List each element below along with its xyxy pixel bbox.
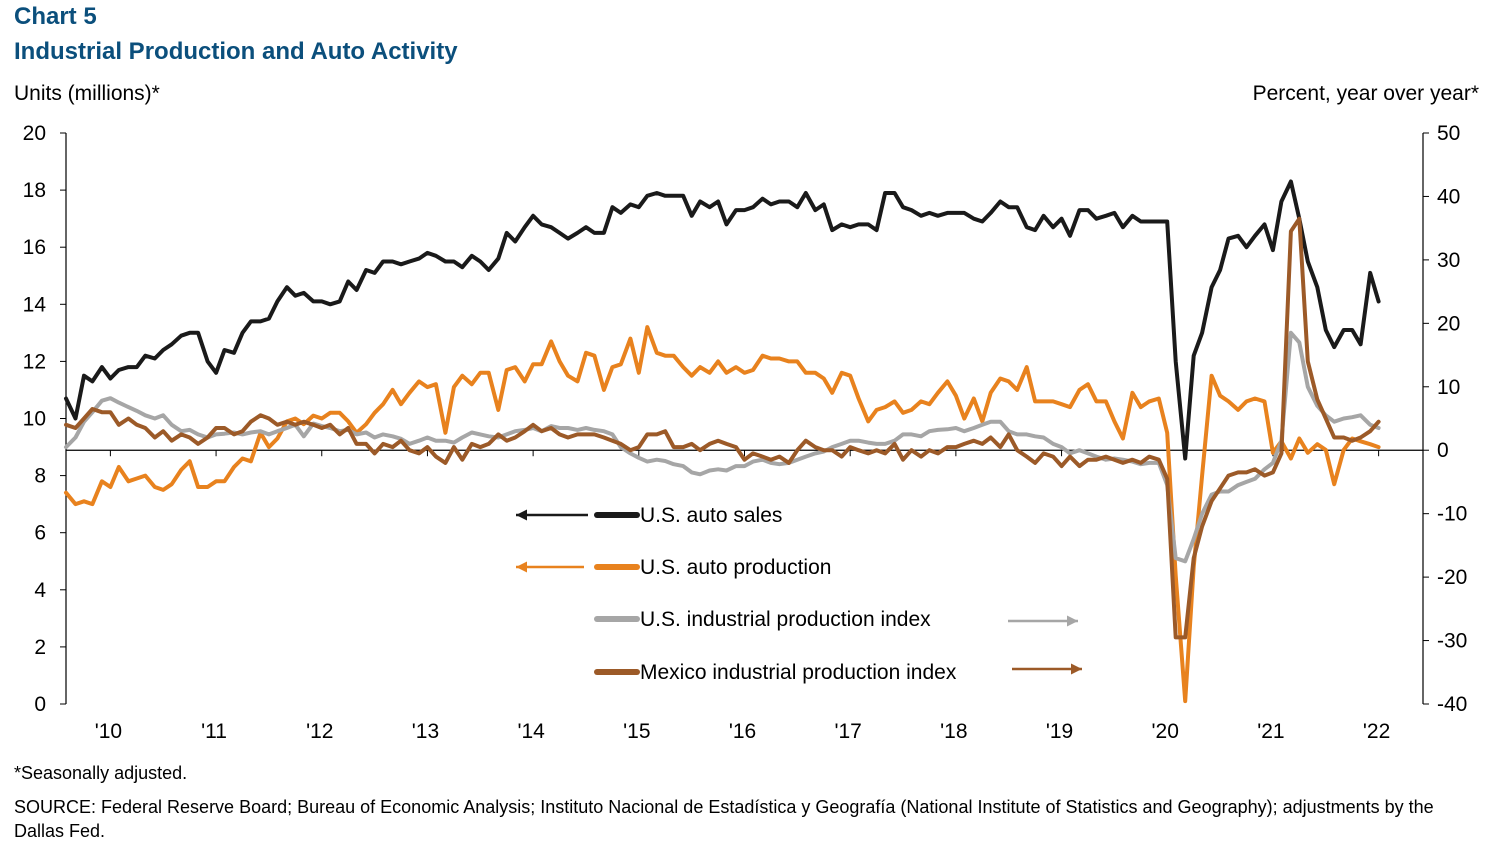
right-tick-label: -30: [1437, 630, 1467, 653]
x-tick-label: '22: [1363, 720, 1390, 743]
left-tick-label: 2: [34, 636, 46, 659]
right-tick-label: 30: [1437, 249, 1460, 272]
right-axis-title: Percent, year over year*: [1252, 82, 1479, 105]
x-tick-label: '11: [201, 720, 227, 743]
x-tick-label: '20: [1152, 720, 1179, 743]
left-tick-label: 4: [34, 579, 46, 602]
x-tick-label: '19: [1046, 720, 1073, 743]
left-axis-title: Units (millions)*: [14, 82, 160, 105]
legend-label-u-s-auto-sales: U.S. auto sales: [640, 504, 782, 527]
chart-label: Chart 5: [14, 3, 97, 30]
footnote: *Seasonally adjusted.: [14, 763, 188, 783]
left-tick-label: 20: [23, 122, 46, 145]
right-tick-label: 50: [1437, 122, 1460, 145]
legend-arrow-left-icon: [516, 509, 527, 521]
x-tick-label: '15: [623, 720, 650, 743]
left-tick-label: 12: [23, 350, 46, 373]
x-tick-label: '14: [517, 720, 545, 743]
x-tick-label: '16: [729, 720, 756, 743]
right-tick-label: 40: [1437, 185, 1460, 208]
left-tick-label: 18: [23, 179, 46, 202]
legend-arrow-right-icon: [1067, 615, 1078, 627]
right-tick-label: -20: [1437, 566, 1467, 589]
x-tick-label: '13: [412, 720, 439, 743]
left-tick-label: 8: [34, 465, 46, 488]
x-tick-label: '18: [940, 720, 967, 743]
source-note: SOURCE: Federal Reserve Board; Bureau of…: [14, 797, 1434, 841]
right-tick-label: 0: [1437, 439, 1449, 462]
right-tick-label: 10: [1437, 376, 1460, 399]
left-tick-label: 0: [34, 693, 46, 716]
legend-arrow-left-icon: [516, 561, 527, 573]
chart-plot: 0 2 4 6 8 10 12 14 16 18 20 -40 -30 -20 -10 0 10 20 30 40 50…: [23, 122, 1468, 743]
left-tick-label: 16: [23, 236, 46, 259]
series-line-mexico-industrial-production-index: [64, 216, 1381, 640]
x-tick-label: '17: [834, 720, 861, 743]
left-tick-label: 14: [23, 293, 47, 316]
x-tick-label: '12: [306, 720, 333, 743]
left-tick-label: 6: [34, 522, 46, 545]
x-tick-label: '10: [95, 720, 122, 743]
legend-label-u-s-industrial-production-index: U.S. industrial production index: [640, 608, 931, 631]
chart-title: Industrial Production and Auto Activity: [14, 38, 458, 65]
right-tick-label: -40: [1437, 693, 1467, 716]
right-tick-label: 20: [1437, 312, 1460, 335]
x-tick-label: '21: [1257, 720, 1284, 743]
right-tick-label: -10: [1437, 503, 1467, 526]
legend-label-u-s-auto-production: U.S. auto production: [640, 556, 831, 579]
left-tick-label: 10: [23, 408, 46, 431]
legend-label-mexico-industrial-production-index: Mexico industrial production index: [640, 661, 957, 684]
legend-arrow-right-icon: [1071, 663, 1082, 675]
series-line-u-s-auto-sales: [64, 179, 1381, 461]
